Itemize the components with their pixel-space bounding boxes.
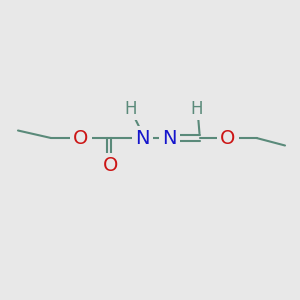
Text: O: O xyxy=(220,128,236,148)
Text: N: N xyxy=(135,128,150,148)
Text: N: N xyxy=(162,128,177,148)
Text: O: O xyxy=(73,128,89,148)
Text: O: O xyxy=(103,156,119,175)
Text: H: H xyxy=(125,100,137,118)
Text: H: H xyxy=(190,100,203,118)
